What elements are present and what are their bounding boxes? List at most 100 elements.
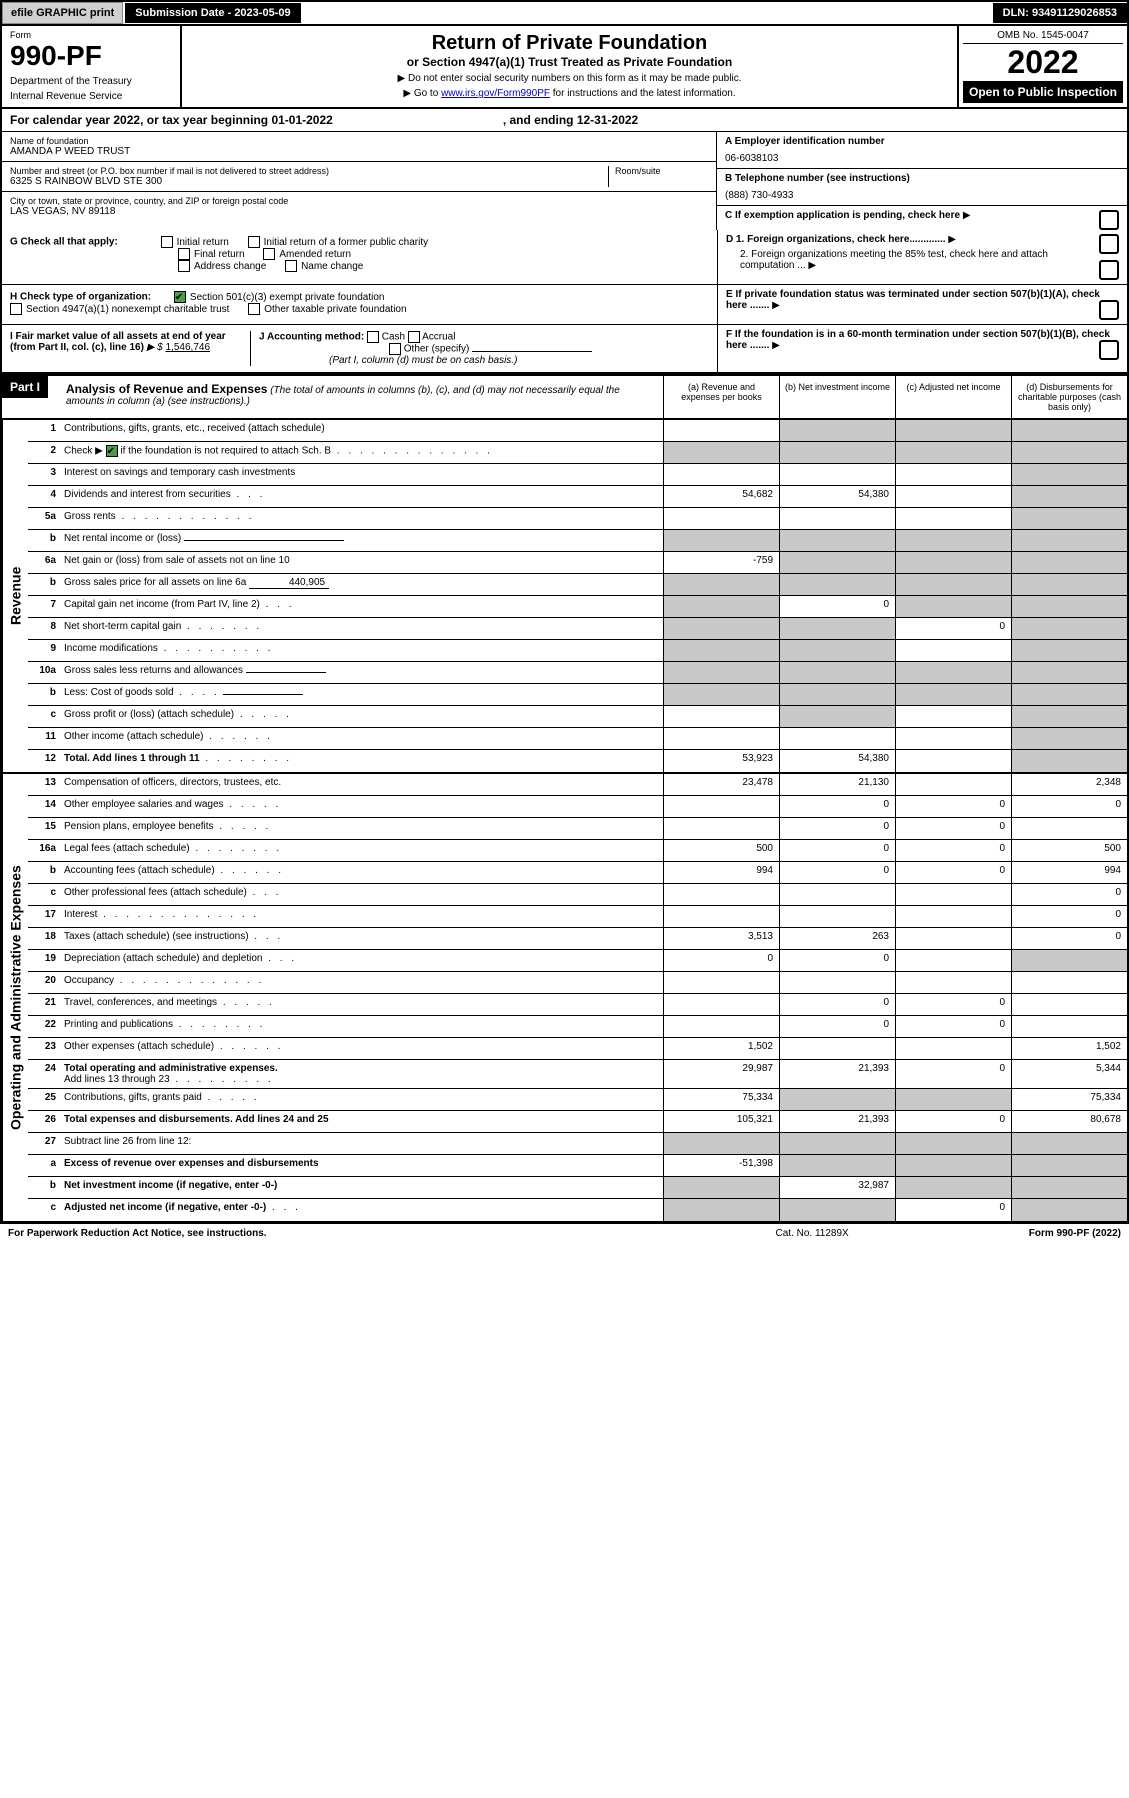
top-banner: efile GRAPHIC print Submission Date - 20… xyxy=(0,0,1129,26)
chk-amended[interactable] xyxy=(263,248,275,260)
chk-final-return[interactable] xyxy=(178,248,190,260)
l16b-d: 994 xyxy=(1011,862,1127,883)
expenses-side-label: Operating and Administrative Expenses xyxy=(2,774,28,1221)
chk-other-method[interactable] xyxy=(389,343,401,355)
dln: DLN: 93491129026853 xyxy=(993,3,1127,23)
l23-a: 1,502 xyxy=(663,1038,779,1059)
c-exemption-label: C If exemption application is pending, c… xyxy=(725,210,960,221)
line-8: Net short-term capital gain xyxy=(64,621,181,632)
c-checkbox[interactable] xyxy=(1099,210,1119,230)
city-label: City or town, state or province, country… xyxy=(10,196,708,206)
lbl-accrual: Accrual xyxy=(422,332,455,343)
l16b-b: 0 xyxy=(779,862,895,883)
city-state-zip: LAS VEGAS, NV 89118 xyxy=(10,206,708,217)
line-5a: Gross rents xyxy=(64,511,116,522)
note-pre: ▶ Go to xyxy=(403,88,441,99)
arrow-icon: ▶ xyxy=(963,210,971,221)
lbl-4947: Section 4947(a)(1) nonexempt charitable … xyxy=(26,304,229,315)
l24-d: 5,344 xyxy=(1011,1060,1127,1088)
chk-initial-former[interactable] xyxy=(248,236,260,248)
chk-cash[interactable] xyxy=(367,331,379,343)
lbl-amended: Amended return xyxy=(279,249,351,260)
entity-block: Name of foundation AMANDA P WEED TRUST N… xyxy=(0,132,1129,230)
lbl-501c3: Section 501(c)(3) exempt private foundat… xyxy=(190,292,385,303)
f-termination: F If the foundation is in a 60-month ter… xyxy=(726,329,1110,351)
chk-accrual[interactable] xyxy=(408,331,420,343)
l19-b: 0 xyxy=(779,950,895,971)
irs-link[interactable]: www.irs.gov/Form990PF xyxy=(441,88,550,99)
submission-date: Submission Date - 2023-05-09 xyxy=(125,3,300,23)
part1-label: Part I xyxy=(2,376,48,398)
line-24b: Add lines 13 through 23 xyxy=(64,1074,170,1085)
l15-c: 0 xyxy=(895,818,1011,839)
l16a-d: 500 xyxy=(1011,840,1127,861)
omb-number: OMB No. 1545-0047 xyxy=(963,30,1123,44)
foundation-name: AMANDA P WEED TRUST xyxy=(10,146,708,157)
cal-end: , and ending 12-31-2022 xyxy=(503,113,638,127)
chk-4947[interactable] xyxy=(10,303,22,315)
l4-a: 54,682 xyxy=(663,486,779,507)
chk-initial-return[interactable] xyxy=(161,236,173,248)
chk-other-taxable[interactable] xyxy=(248,303,260,315)
lbl-address-change: Address change xyxy=(194,261,266,272)
col-a-header: (a) Revenue and expenses per books xyxy=(663,376,779,418)
d2-checkbox[interactable] xyxy=(1099,260,1119,280)
l27c-c: 0 xyxy=(895,1199,1011,1221)
l14-d: 0 xyxy=(1011,796,1127,817)
open-public: Open to Public Inspection xyxy=(963,81,1123,103)
l16a-c: 0 xyxy=(895,840,1011,861)
form-header: Form 990-PF Department of the Treasury I… xyxy=(0,26,1129,109)
j-note: (Part I, column (d) must be on cash basi… xyxy=(329,355,517,366)
l21-c: 0 xyxy=(895,994,1011,1015)
chk-name-change[interactable] xyxy=(285,260,297,272)
e-checkbox[interactable] xyxy=(1099,300,1119,320)
col-b-header: (b) Net investment income xyxy=(779,376,895,418)
l17-d: 0 xyxy=(1011,906,1127,927)
l23-d: 1,502 xyxy=(1011,1038,1127,1059)
line-6a: Net gain or (loss) from sale of assets n… xyxy=(60,552,663,573)
revenue-side-label: Revenue xyxy=(2,420,28,772)
l7-b: 0 xyxy=(779,596,895,617)
d1-checkbox[interactable] xyxy=(1099,234,1119,254)
efile-print-button[interactable]: efile GRAPHIC print xyxy=(2,2,123,24)
l26-c: 0 xyxy=(895,1111,1011,1132)
line-1: Contributions, gifts, grants, etc., rece… xyxy=(60,420,663,441)
line-5b: Net rental income or (loss) xyxy=(64,533,181,544)
ein-label: A Employer identification number xyxy=(725,136,1119,147)
f-checkbox[interactable] xyxy=(1099,340,1119,360)
l26-b: 21,393 xyxy=(779,1111,895,1132)
cat-no: Cat. No. 11289X xyxy=(776,1228,849,1239)
form-number: 990-PF xyxy=(10,40,172,72)
chk-address-change[interactable] xyxy=(178,260,190,272)
l13-d: 2,348 xyxy=(1011,774,1127,795)
phone-label: B Telephone number (see instructions) xyxy=(725,173,1119,184)
line-20: Occupancy xyxy=(64,975,114,986)
room-label: Room/suite xyxy=(615,166,708,176)
part1-header-row: Part I Analysis of Revenue and Expenses … xyxy=(0,374,1129,420)
section-g-d: G Check all that apply: Initial return I… xyxy=(0,230,1129,285)
tax-year: 2022 xyxy=(963,44,1123,81)
line-4: Dividends and interest from securities xyxy=(64,489,231,500)
form-title: Return of Private Foundation xyxy=(188,32,951,55)
lbl-name-change: Name change xyxy=(301,261,363,272)
l16c-d: 0 xyxy=(1011,884,1127,905)
i-fmv-value: 1,546,746 xyxy=(166,342,211,353)
chk-501c3[interactable]: ✔ xyxy=(174,291,186,303)
line-10b: Less: Cost of goods sold xyxy=(64,687,174,698)
lbl-cash: Cash xyxy=(382,332,405,343)
l16a-a: 500 xyxy=(663,840,779,861)
l16b-a: 994 xyxy=(663,862,779,883)
l26-d: 80,678 xyxy=(1011,1111,1127,1132)
section-i-j-f: I Fair market value of all assets at end… xyxy=(0,325,1129,374)
chk-sch-b[interactable]: ✔ xyxy=(106,445,118,457)
l27a-a: -51,398 xyxy=(663,1155,779,1176)
lbl-other-method: Other (specify) xyxy=(404,344,470,355)
street-address: 6325 S RAINBOW BLVD STE 300 xyxy=(10,176,608,187)
j-label: J Accounting method: xyxy=(259,332,364,343)
l22-c: 0 xyxy=(895,1016,1011,1037)
line-19: Depreciation (attach schedule) and deple… xyxy=(64,953,262,964)
line-11: Other income (attach schedule) xyxy=(64,731,204,742)
l25-a: 75,334 xyxy=(663,1089,779,1110)
l19-a: 0 xyxy=(663,950,779,971)
line-24a: Total operating and administrative expen… xyxy=(64,1063,278,1074)
